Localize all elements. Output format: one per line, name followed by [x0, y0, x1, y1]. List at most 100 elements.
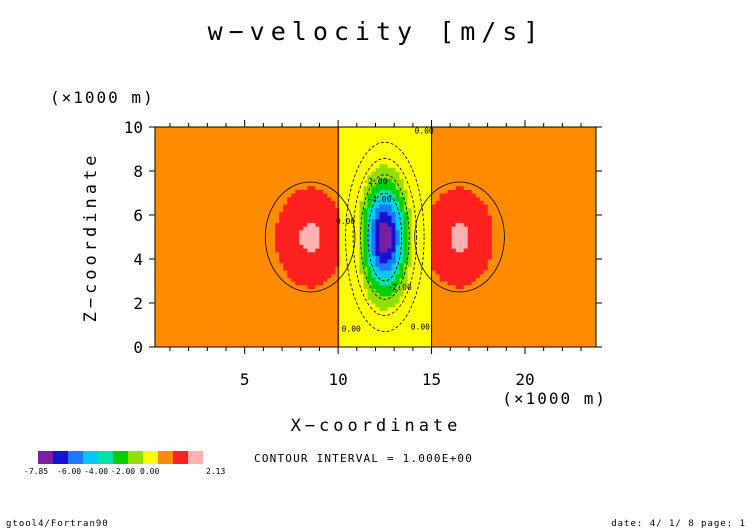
field-cell — [455, 314, 461, 319]
field-cell — [395, 189, 401, 194]
field-cell — [307, 266, 312, 271]
field-cell — [327, 167, 332, 172]
field-cell — [299, 273, 304, 278]
field-cell — [475, 321, 481, 326]
field-cell — [263, 174, 268, 179]
field-cell — [155, 229, 160, 234]
field-cell — [351, 152, 357, 157]
field-cell — [403, 127, 409, 132]
field-cell — [427, 332, 433, 337]
field-cell — [383, 306, 389, 311]
field-cell — [407, 277, 413, 282]
field-cell — [295, 226, 300, 231]
field-cell — [319, 310, 324, 315]
field-cell — [271, 163, 276, 168]
field-cell — [419, 339, 425, 344]
field-cell — [399, 328, 405, 333]
field-cell — [431, 262, 437, 267]
field-cell — [351, 328, 357, 333]
field-cell — [383, 215, 389, 220]
field-cell — [243, 314, 248, 319]
field-cell — [271, 244, 276, 249]
field-cell — [391, 295, 397, 300]
field-cell — [187, 317, 192, 322]
field-cell — [271, 284, 276, 289]
field-cell — [479, 277, 485, 282]
field-cell — [159, 244, 164, 249]
field-cell — [251, 284, 256, 289]
field-cell — [307, 141, 312, 146]
field-cell — [163, 222, 168, 227]
field-cell — [207, 288, 212, 293]
field-cell — [451, 222, 457, 227]
field-cell — [235, 222, 240, 227]
field-cell — [251, 332, 256, 337]
field-cell — [307, 343, 312, 347]
field-cell — [363, 281, 369, 286]
field-cell — [467, 321, 473, 326]
field-cell — [363, 207, 369, 212]
field-cell — [295, 325, 300, 330]
field-cell — [431, 149, 437, 154]
field-cell — [383, 303, 389, 308]
field-cell — [231, 295, 236, 300]
field-cell — [239, 292, 244, 297]
field-cell — [199, 211, 204, 216]
field-cell — [363, 211, 369, 216]
field-cell — [319, 189, 324, 194]
field-cell — [467, 306, 473, 311]
field-cell — [459, 292, 465, 297]
field-cell — [379, 339, 385, 344]
field-cell — [207, 218, 212, 223]
field-cell — [351, 325, 357, 330]
field-cell — [455, 251, 461, 256]
field-cell — [339, 163, 345, 168]
field-cell — [215, 196, 220, 201]
field-cell — [439, 314, 445, 319]
field-cell — [367, 233, 373, 238]
field-cell — [263, 277, 268, 282]
field-cell — [375, 251, 381, 256]
field-cell — [435, 339, 441, 344]
field-cell — [459, 237, 465, 242]
field-cell — [351, 130, 357, 135]
field-cell — [215, 160, 220, 165]
field-cell — [467, 196, 473, 201]
field-cell — [463, 222, 469, 227]
field-cell — [287, 273, 292, 278]
field-cell — [243, 244, 248, 249]
field-cell — [347, 233, 353, 238]
field-cell — [431, 292, 437, 297]
field-cell — [291, 273, 296, 278]
field-cell — [267, 215, 272, 220]
field-cell — [407, 211, 413, 216]
field-cell — [367, 336, 373, 341]
field-cell — [243, 229, 248, 234]
field-cell — [351, 339, 357, 344]
field-cell — [211, 292, 216, 297]
field-cell — [275, 284, 280, 289]
field-cell — [159, 167, 164, 172]
field-cell — [443, 204, 449, 209]
field-cell — [259, 262, 264, 267]
field-cell — [355, 171, 361, 176]
field-cell — [443, 284, 449, 289]
field-cell — [307, 138, 312, 143]
field-cell — [255, 141, 260, 146]
field-cell — [191, 332, 196, 337]
field-cell — [199, 185, 204, 190]
field-cell — [343, 270, 349, 275]
field-cell — [327, 292, 332, 297]
field-cell — [155, 270, 160, 275]
field-cell — [167, 149, 172, 154]
field-cell — [419, 185, 425, 190]
field-cell — [279, 138, 284, 143]
field-cell — [159, 138, 164, 143]
field-cell — [395, 273, 401, 278]
field-cell — [223, 299, 228, 304]
field-cell — [451, 336, 457, 341]
field-cell — [159, 189, 164, 194]
field-cell — [175, 292, 180, 297]
field-cell — [387, 207, 393, 212]
field-cell — [323, 160, 328, 165]
